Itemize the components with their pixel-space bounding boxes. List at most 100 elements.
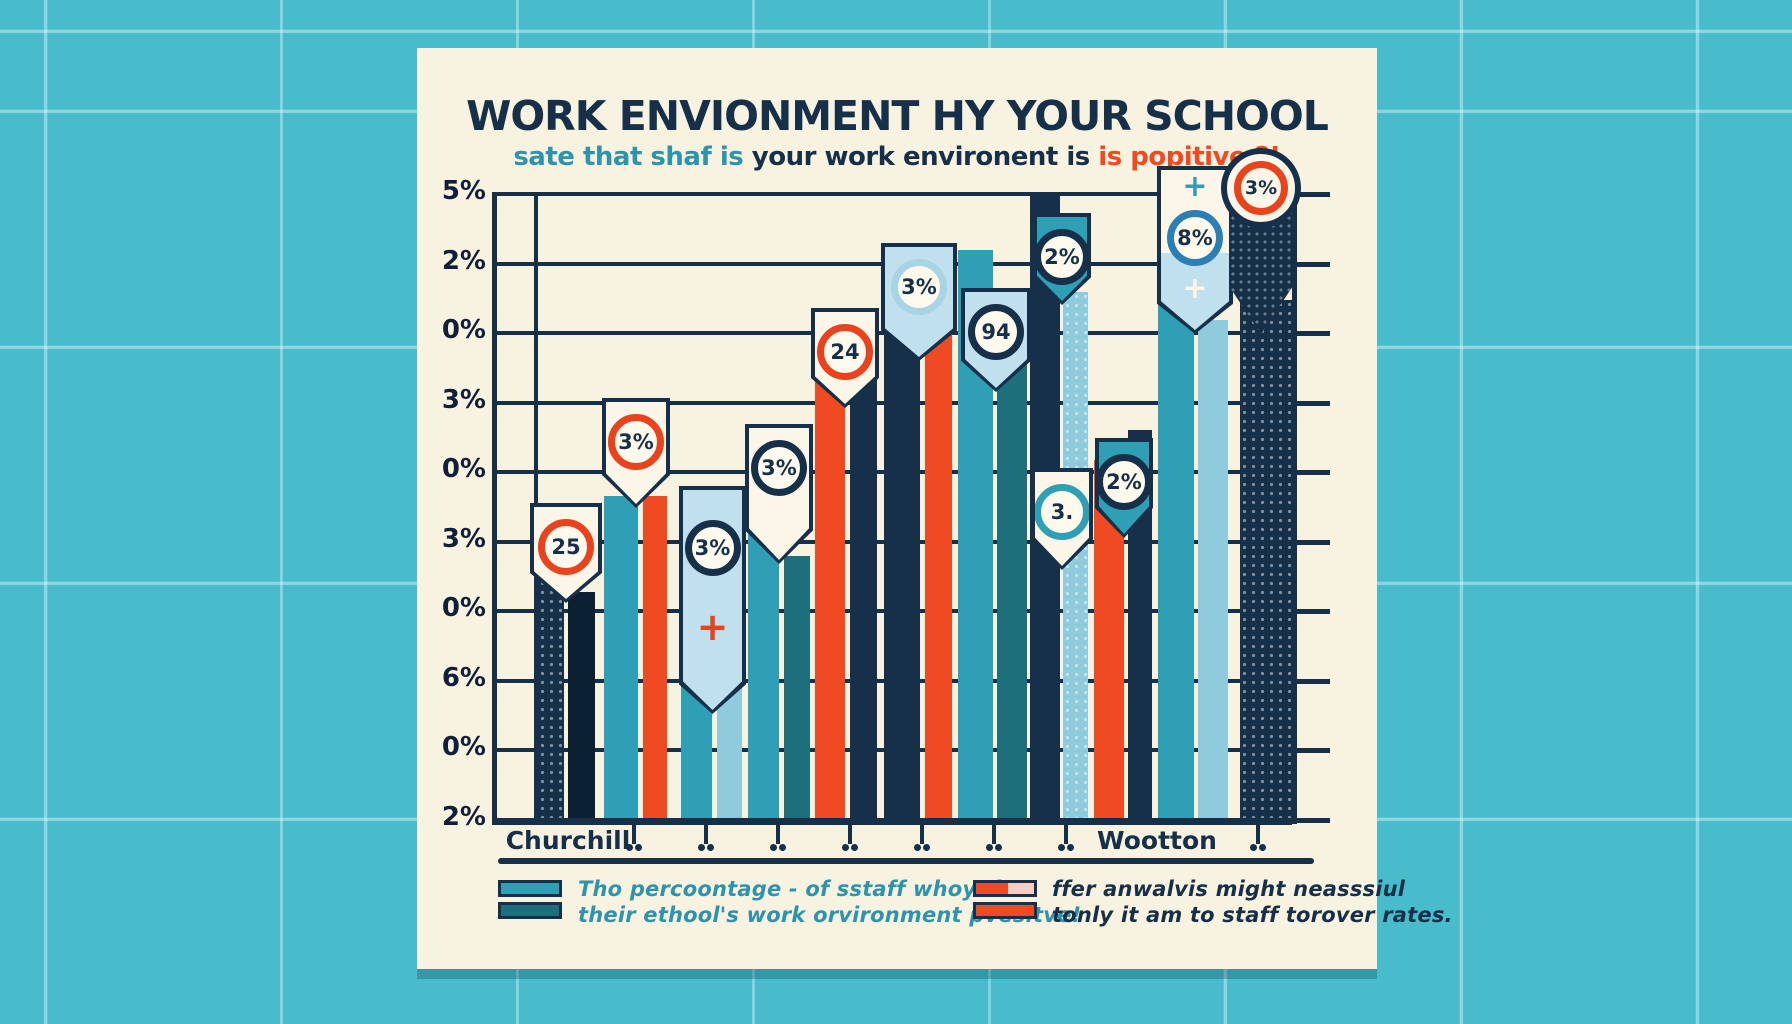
x-axis-tick [770, 822, 786, 851]
x-tick-foot [851, 844, 858, 851]
x-tick-foot [635, 844, 642, 851]
x-tick-foot [626, 844, 633, 851]
gridline [492, 192, 1292, 196]
flag-pennant: 94 [965, 292, 1027, 388]
x-axis-tick [626, 822, 642, 851]
right-axis-line [1292, 192, 1297, 824]
y-axis-label: 5% [441, 175, 486, 206]
x-axis-tick [842, 822, 858, 851]
pin-circle: 3% [1221, 148, 1301, 228]
legend-swatch-orange [973, 880, 1008, 897]
x-axis-tick [986, 822, 1002, 851]
right-axis-tick [1292, 609, 1330, 614]
x-axis-label-churchill: Churchill [505, 826, 631, 855]
plus-icon: + [1182, 169, 1208, 204]
right-axis-tick [1292, 262, 1330, 267]
red-cross-icon: + [696, 605, 729, 649]
flag-pennant: 2% [1037, 217, 1087, 301]
legend-left-line1: Tho percoontage - of sstaff whoy that [578, 877, 1034, 901]
flag-value-badge: 3% [751, 440, 807, 496]
flag-value-badge: 3% [684, 520, 741, 576]
flag-pennant: 3% [606, 402, 666, 504]
x-tick-foot [842, 844, 849, 851]
x-tick-foot [986, 844, 993, 851]
y-axis-label: 3% [441, 523, 486, 554]
flag-3pct: 3% [881, 243, 957, 361]
right-axis-tick [1292, 331, 1330, 336]
bar [604, 496, 638, 818]
flag-2pct: 2% [1095, 438, 1153, 538]
bar [815, 332, 845, 818]
legend-swatch-teal [498, 880, 562, 897]
flag-value-badge: 8% [1167, 210, 1223, 266]
legend-swatch-darkteal [498, 902, 562, 919]
right-axis-tick [1292, 470, 1330, 475]
subtitle-seg-teal: sate that shaf is [513, 142, 752, 172]
right-axis-tick [1292, 192, 1330, 197]
flag-24: 24 [811, 308, 879, 408]
x-tick-foot [1058, 844, 1065, 851]
flag-3pct: 3% + [679, 486, 746, 714]
right-axis-tick [1292, 540, 1330, 545]
flag-value-badge: 3% [608, 414, 664, 470]
flag-value-badge: 25 [538, 519, 594, 575]
x-tick-foot [914, 844, 921, 851]
flag-pennant: 2% [1099, 442, 1149, 534]
flag-3dot: 3. [1031, 468, 1093, 570]
flag-2pct: 2% [1033, 213, 1091, 305]
x-axis-tick [1250, 822, 1266, 851]
y-axis-label: 3% [441, 384, 486, 415]
flag-25: 25 [530, 503, 602, 603]
right-axis-tick [1292, 679, 1330, 684]
x-axis-tick [698, 822, 714, 851]
bar [643, 496, 667, 818]
x-tick-foot [779, 844, 786, 851]
flag-pin-3%: 3% [1221, 148, 1301, 358]
y-axis-label: 6% [441, 662, 486, 693]
flag-3pct: 3% [602, 398, 670, 508]
y-axis-label: 0% [441, 314, 486, 345]
y-axis-label: 2% [441, 801, 486, 832]
flag-pennant: 3% [749, 428, 809, 560]
legend-left-swatches [498, 880, 562, 924]
flag-pennant: 3% + [683, 490, 742, 710]
legend-right-line2: tonly it am to staff torover rates. [1052, 903, 1453, 927]
pin-stem [1229, 214, 1293, 334]
x-tick-foot [1259, 844, 1266, 851]
flag-pennant: 3. [1035, 472, 1089, 566]
bar [538, 552, 564, 818]
right-axis-tick [1292, 401, 1330, 406]
bar [568, 592, 595, 818]
flag-pennant: 24 [815, 312, 875, 404]
gridline [492, 818, 1292, 825]
pin-value-badge: 3% [1234, 161, 1288, 215]
legend-swatch-orange-pink [973, 880, 1037, 897]
bar [1198, 320, 1228, 818]
legend-swatch-red [973, 902, 1037, 919]
flag-value-badge: 94 [968, 304, 1024, 360]
legend-swatch-pink [1007, 880, 1037, 897]
x-axis-label-wootton: Wootton [1097, 826, 1217, 855]
legend-right-text: ffer anwalvis might neasssiul tonly it a… [1052, 876, 1453, 928]
x-tick-foot [770, 844, 777, 851]
bar [850, 340, 877, 818]
y-axis-label: 2% [441, 245, 486, 276]
legend-right-swatches [973, 880, 1037, 924]
y-axis-label: 0% [441, 453, 486, 484]
chart-title: WORK ENVIONMENT HY YOUR SCHOOL [466, 92, 1329, 140]
x-tick-foot [707, 844, 714, 851]
x-tick-foot [1067, 844, 1074, 851]
x-tick-foot [923, 844, 930, 851]
flag-8pct: + +8% [1157, 166, 1233, 334]
flag-value-badge: 24 [817, 324, 873, 380]
flag-value-badge: 2% [1099, 454, 1149, 510]
x-axis-tick [1058, 822, 1074, 851]
y-axis-label: 0% [441, 731, 486, 762]
flag-value-badge: 3. [1035, 484, 1089, 540]
plus-icon: + [1182, 271, 1208, 306]
y-axis-label: 0% [441, 592, 486, 623]
flag-pennant: 25 [534, 507, 598, 599]
legend-right-line1: ffer anwalvis might neasssiul [1052, 877, 1406, 901]
right-axis-tick [1292, 818, 1330, 823]
